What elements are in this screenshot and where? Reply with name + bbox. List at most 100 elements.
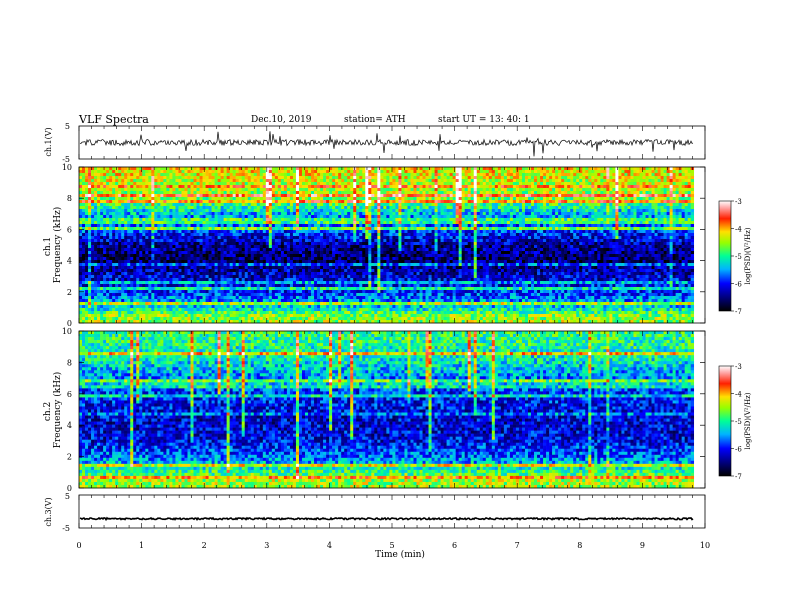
spectrogram-cell (130, 305, 134, 309)
spectrogram-cell (163, 299, 167, 303)
spectrogram-cell (139, 281, 143, 285)
spectrogram-cell (115, 179, 119, 183)
spectrogram-cell (91, 179, 95, 183)
spectrogram-cell (133, 206, 137, 210)
spectrogram-cell (235, 233, 240, 237)
spectrogram-cell (341, 263, 345, 267)
spectrogram-cell (341, 275, 345, 279)
spectrogram-cell (317, 227, 321, 231)
spectrogram-cell (109, 299, 113, 303)
spectrogram-cell (160, 272, 164, 276)
spectrogram-cell (163, 167, 167, 171)
spectrogram-cell (112, 191, 116, 195)
spectrogram-cell (196, 170, 200, 174)
spectrogram-cell (259, 197, 264, 201)
spectrogram-cell (187, 317, 191, 321)
spectrogram-cell (232, 191, 236, 195)
spectrogram-cell (190, 320, 194, 324)
spectrogram-cell (253, 254, 258, 258)
spectrogram-cell (350, 272, 354, 276)
spectrogram-cell (347, 200, 351, 204)
spectrogram-cell (97, 287, 101, 291)
spectrogram-cell (295, 188, 300, 192)
spectrogram-cell (121, 296, 125, 300)
spectrogram-cell (338, 236, 342, 240)
spectrogram-cell (88, 287, 92, 291)
spectrogram-cell (335, 284, 339, 288)
spectrogram-cell (256, 227, 261, 231)
spectrogram-cell (148, 257, 152, 261)
spectrogram-cell (326, 278, 330, 282)
spectrogram-cell (187, 221, 191, 225)
spectrogram-cell (317, 203, 321, 207)
spectrogram-cell (262, 224, 267, 228)
spectrogram-cell (136, 305, 140, 309)
spectrogram-cell (301, 308, 306, 312)
spectrogram-cell (332, 200, 336, 204)
spectrogram-cell (124, 221, 128, 225)
spectrogram-cell (271, 251, 276, 255)
spectrogram-cell (127, 212, 131, 216)
spectrogram-cell (202, 272, 206, 276)
spectrogram-cell (196, 275, 200, 279)
spectrogram-cell (160, 173, 164, 177)
spectrogram-cell (326, 308, 330, 312)
spectrogram-cell (250, 254, 255, 258)
spectrogram-cell (259, 305, 264, 309)
spectrogram-cell (259, 248, 264, 252)
spectrogram-cell (356, 200, 360, 204)
spectrogram-cell (91, 224, 95, 228)
spectrogram-cell (139, 179, 143, 183)
spectrogram-cell (286, 212, 291, 216)
spectrogram-cell (226, 263, 230, 267)
spectrogram-cell (314, 242, 318, 246)
spectrogram-cell (112, 260, 116, 264)
spectrogram-cell (130, 275, 134, 279)
spectrogram-cell (326, 221, 330, 225)
spectrogram-cell (208, 233, 212, 237)
spectrogram-cell (115, 287, 119, 291)
spectrogram-cell (124, 266, 128, 270)
spectrogram-cell (205, 248, 209, 252)
spectrogram-cell (184, 260, 188, 264)
spectrogram-cell (142, 248, 146, 252)
spectrogram-cell (124, 188, 128, 192)
spectrogram-cell (235, 239, 240, 243)
spectrogram-cell (301, 320, 306, 324)
spectrogram-cell (79, 251, 83, 255)
spectrogram-cell (196, 293, 200, 297)
spectrogram-cell (292, 224, 297, 228)
spectrogram-cell (121, 236, 125, 240)
spectrogram-cell (292, 239, 297, 243)
spectrogram-cell (91, 290, 95, 294)
spectrogram-cell (350, 170, 354, 174)
spectrogram-cell (85, 275, 89, 279)
spectrogram-cell (94, 296, 98, 300)
spectrogram-cell (314, 170, 318, 174)
spectrogram-cell (190, 248, 194, 252)
spectrogram-cell (220, 281, 224, 285)
spectrogram-cell (88, 254, 92, 258)
spectrogram-cell (277, 314, 282, 318)
spectrogram-cell (286, 305, 291, 309)
date-label: Dec.10, 2019 (251, 115, 312, 125)
spectrogram-cell (112, 233, 116, 237)
spectrogram-cell (181, 308, 185, 312)
spectrogram-cell (178, 188, 182, 192)
spectrogram-cell (298, 182, 303, 186)
spectrogram-cell (353, 293, 357, 297)
spectrogram-cell (311, 227, 315, 231)
spectrogram-cell (115, 200, 119, 204)
spectrogram-cell (344, 239, 348, 243)
spectrogram-cell (160, 221, 164, 225)
spectrogram-cell (124, 320, 128, 324)
spectrogram-cell (286, 203, 291, 207)
spectrogram-cell (124, 275, 128, 279)
spectrogram-cell (118, 200, 122, 204)
spectrogram-cell (332, 263, 336, 267)
spectrogram-cell (130, 314, 134, 318)
spectrogram-cell (199, 263, 203, 267)
spectrogram-cell (308, 266, 312, 270)
spectrogram-cell (223, 284, 227, 288)
spectrogram-cell (214, 242, 218, 246)
